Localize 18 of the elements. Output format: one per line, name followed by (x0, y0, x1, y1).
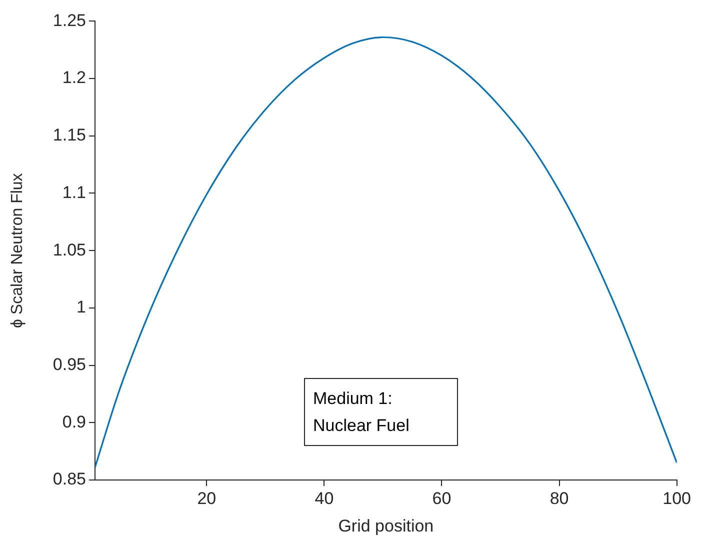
line-series (95, 36, 677, 468)
x-axis-title: Grid position (338, 516, 434, 536)
y-axis-title: ϕ Scalar Neutron Flux (9, 173, 26, 328)
y-tick-label: 1.05 (52, 240, 86, 260)
y-tick-label: 0.95 (52, 354, 86, 374)
y-tick-label: 0.85 (52, 470, 86, 489)
annotation: Medium 1: Nuclear Fuel (313, 388, 410, 437)
y-tick-label: 1.25 (52, 10, 86, 30)
y-tick-label: 0.9 (62, 412, 86, 432)
x-tick-label: 80 (550, 488, 569, 508)
x-tick-label: 100 (662, 488, 692, 508)
x-tick-label: 20 (197, 488, 216, 508)
y-tick-label: 1 (76, 298, 86, 317)
y-tick-label: 1.1 (62, 182, 86, 202)
x-tick-label: 60 (432, 488, 452, 508)
x-tick-label: 40 (314, 488, 334, 508)
y-tick-label: 1.15 (52, 126, 86, 145)
y-tick-label: 1.2 (62, 68, 86, 88)
